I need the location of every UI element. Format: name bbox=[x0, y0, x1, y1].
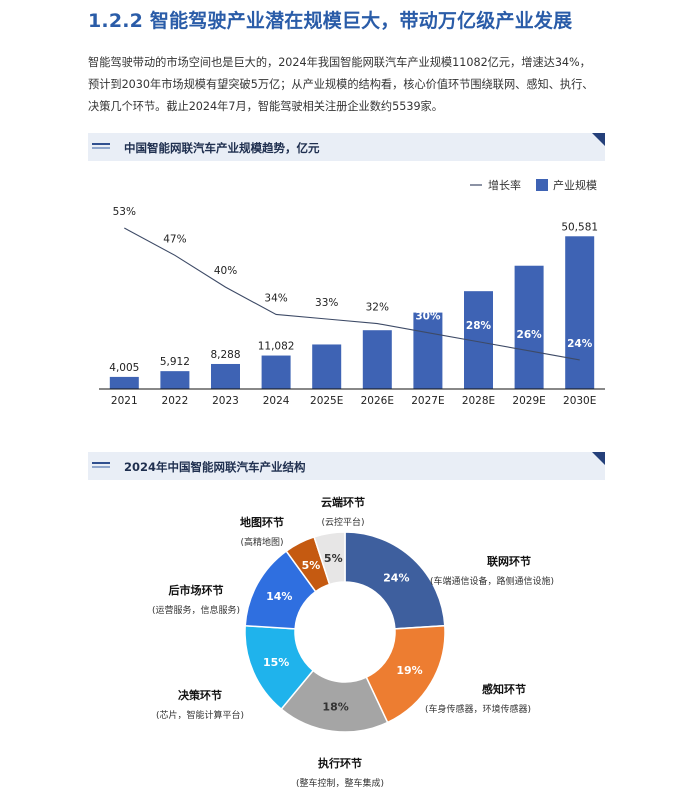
x-tick-label: 2027E bbox=[411, 395, 444, 407]
slice-name-label: 后市场环节 bbox=[169, 583, 224, 597]
bar-value-label: 11,082 bbox=[258, 341, 295, 353]
slice-percent-label: 24% bbox=[383, 571, 409, 584]
bar-2024 bbox=[261, 355, 291, 389]
growth-rate-label: 24% bbox=[567, 338, 593, 350]
section-title-structure: 2024年中国智能网联汽车产业结构 bbox=[124, 460, 306, 474]
industry-structure-chart: 24% 联网环节 (车端通信设备，路侧通信设施) 19% 感知环节 (车身传感器，环境传感… bbox=[152, 495, 554, 789]
slice-sub-label: (高精地图) bbox=[240, 536, 283, 548]
bar-2025E bbox=[312, 344, 342, 389]
bar-value-label: 50,581 bbox=[561, 221, 598, 233]
section-marker-icon bbox=[92, 143, 110, 151]
slice-name-label: 云端环节 bbox=[321, 495, 365, 509]
slice-name-label: 执行环节 bbox=[318, 756, 362, 770]
slice-sub-label: (云控平台) bbox=[321, 516, 364, 528]
growth-rate-label: 32% bbox=[366, 302, 389, 314]
bar-2029E bbox=[514, 265, 544, 389]
legend-bar-swatch bbox=[536, 179, 548, 191]
paragraph-line-1: 智能驾驶带动的市场空间也是巨大的，2024年我国智能网联汽车产业规模11082亿… bbox=[88, 56, 591, 69]
bar-value-label: 8,288 bbox=[210, 349, 240, 361]
growth-rate-label: 53% bbox=[113, 206, 136, 218]
slice-sub-label: (芯片，智能计算平台) bbox=[156, 709, 244, 721]
bar-2021 bbox=[109, 376, 139, 389]
slice-name-label: 决策环节 bbox=[178, 688, 222, 702]
section-header-trend: 中国智能网联汽车产业规模趋势，亿元 bbox=[88, 133, 605, 161]
bar-value-label: 4,005 bbox=[109, 362, 139, 374]
section-header-structure: 2024年中国智能网联汽车产业结构 bbox=[88, 452, 605, 480]
slice-percent-label: 19% bbox=[396, 664, 422, 677]
slice-percent-label: 14% bbox=[266, 590, 292, 603]
bar-value-label: 5,912 bbox=[160, 356, 190, 368]
x-tick-label: 2022 bbox=[162, 395, 189, 407]
industry-scale-chart: 增长率 产业规模 4,005 5,912 8,288 11,082 50,581 2021 20… bbox=[99, 178, 605, 407]
intro-paragraph: 智能驾驶带动的市场空间也是巨大的，2024年我国智能网联汽车产业规模11082亿… bbox=[88, 52, 608, 118]
slice-percent-label: 5% bbox=[302, 559, 321, 572]
slice-name-label: 地图环节 bbox=[240, 515, 284, 529]
bar-2023 bbox=[211, 363, 240, 389]
x-tick-label: 2028E bbox=[462, 395, 495, 407]
corner-decoration bbox=[592, 452, 605, 465]
x-tick-label: 2029E bbox=[512, 395, 545, 407]
slice-sub-label: (整车控制，整车集成) bbox=[296, 777, 384, 789]
slice-sub-label: (运营服务，信息服务) bbox=[152, 604, 240, 616]
slice-name-label: 联网环节 bbox=[487, 554, 531, 568]
chart-legend: 增长率 产业规模 bbox=[470, 178, 597, 192]
slice-percent-label: 5% bbox=[324, 552, 343, 565]
x-tick-label: 2025E bbox=[310, 395, 343, 407]
bar-2030E bbox=[565, 236, 595, 389]
bar-2027E bbox=[413, 312, 443, 389]
growth-rate-label: 33% bbox=[315, 297, 338, 309]
slice-sub-label: (车端通信设备，路侧通信设施) bbox=[430, 575, 554, 587]
paragraph-line-2: 预计到2030年市场规模有望突破5万亿；从产业规模的结构看，核心价值环节围绕联网… bbox=[88, 78, 594, 91]
bar-2022 bbox=[160, 371, 190, 389]
growth-rate-label: 28% bbox=[466, 320, 492, 332]
section-marker-icon bbox=[92, 462, 110, 470]
slice-percent-label: 18% bbox=[322, 700, 348, 713]
bar-2026E bbox=[362, 330, 392, 389]
x-tick-label: 2024 bbox=[263, 395, 290, 407]
growth-rate-label: 30% bbox=[415, 311, 441, 323]
growth-rate-line bbox=[124, 227, 580, 361]
donut-slice-1 bbox=[344, 531, 446, 630]
page-heading: 1.2.2 智能驾驶产业潜在规模巨大，带动万亿级产业发展 bbox=[88, 10, 573, 32]
slice-percent-label: 15% bbox=[263, 656, 289, 669]
slice-sub-label: (车身传感器，环境传感器) bbox=[425, 703, 531, 715]
slice-name-label: 感知环节 bbox=[482, 682, 526, 696]
x-tick-label: 2021 bbox=[111, 395, 138, 407]
growth-rate-label: 40% bbox=[214, 265, 237, 277]
x-tick-label: 2023 bbox=[212, 395, 239, 407]
legend-label-growth: 增长率 bbox=[488, 178, 521, 192]
donut-slice-7 bbox=[313, 531, 346, 586]
x-tick-label: 2026E bbox=[361, 395, 394, 407]
section-title-trend: 中国智能网联汽车产业规模趋势，亿元 bbox=[124, 141, 320, 155]
growth-rate-label: 47% bbox=[163, 233, 186, 245]
corner-decoration bbox=[592, 133, 605, 146]
growth-rate-label: 26% bbox=[517, 329, 543, 341]
growth-rate-label: 34% bbox=[264, 292, 287, 304]
x-tick-label: 2030E bbox=[563, 395, 596, 407]
paragraph-line-3: 决策几个环节。截止2024年7月，智能驾驶相关注册企业数约5539家。 bbox=[88, 100, 443, 113]
legend-label-scale: 产业规模 bbox=[553, 178, 597, 192]
